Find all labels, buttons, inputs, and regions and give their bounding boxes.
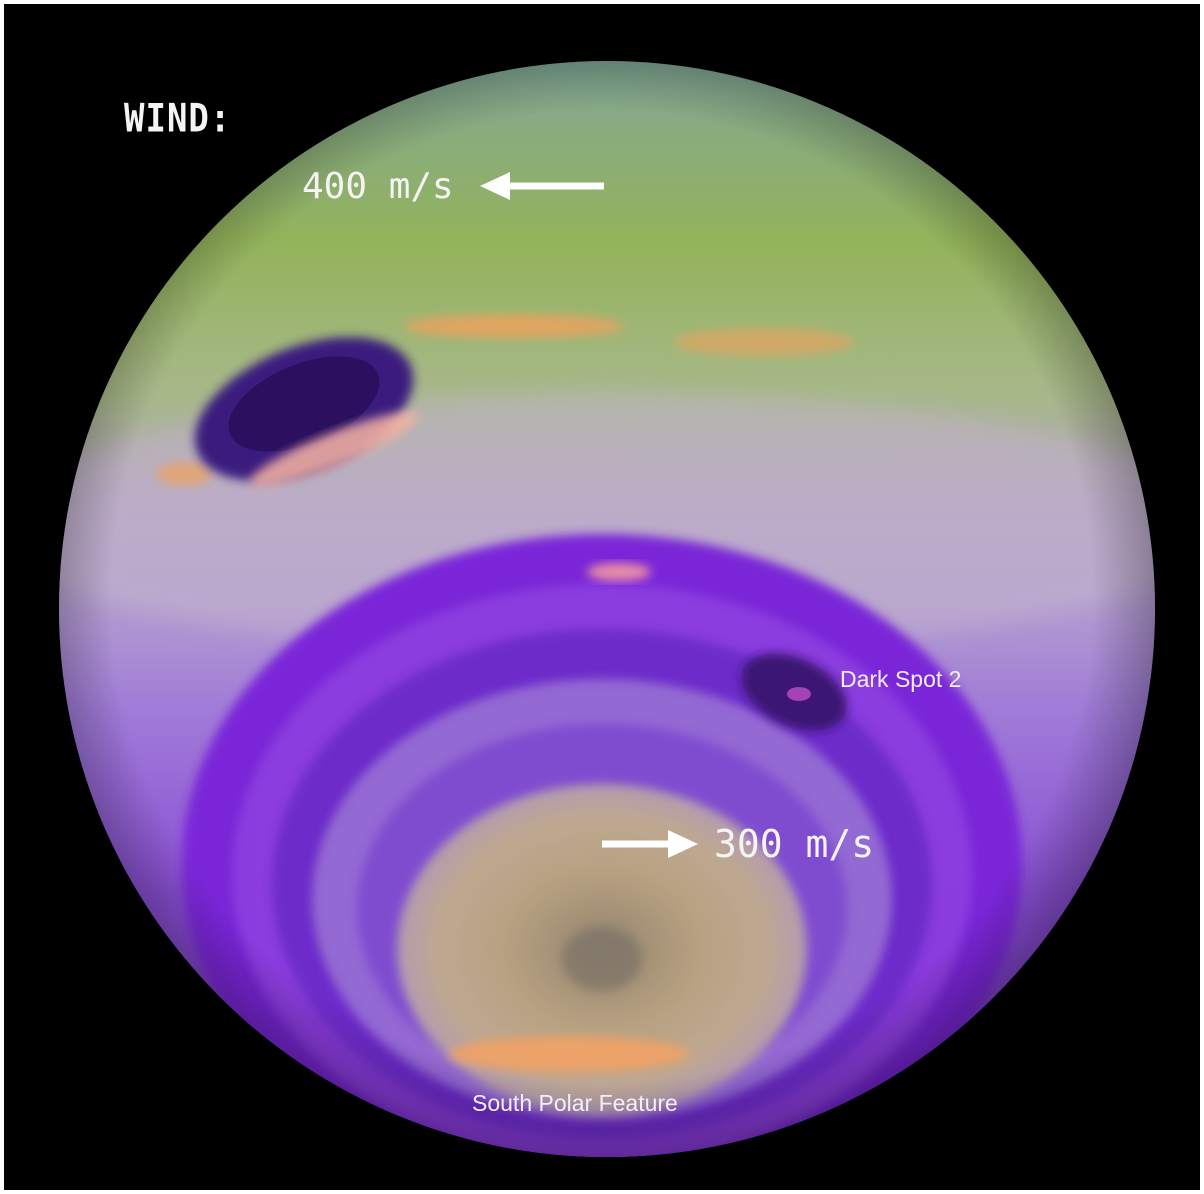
wind-title: WIND:	[124, 96, 232, 142]
wind-speed-bottom-label: 300 m/s	[714, 822, 875, 866]
wind-speed-top-label: 400 m/s	[302, 166, 454, 207]
wind-arrow-right-icon	[602, 830, 698, 858]
south-polar-feature-label: South Polar Feature	[472, 1090, 678, 1116]
dark-spot-label: Dark Spot 2	[840, 666, 962, 692]
neptune-planet-image	[59, 61, 1155, 1157]
wind-arrow-left-icon	[480, 172, 604, 200]
image-frame: WIND: 400 m/s 300 m/s Dark Spot 2 South …	[4, 4, 1200, 1190]
